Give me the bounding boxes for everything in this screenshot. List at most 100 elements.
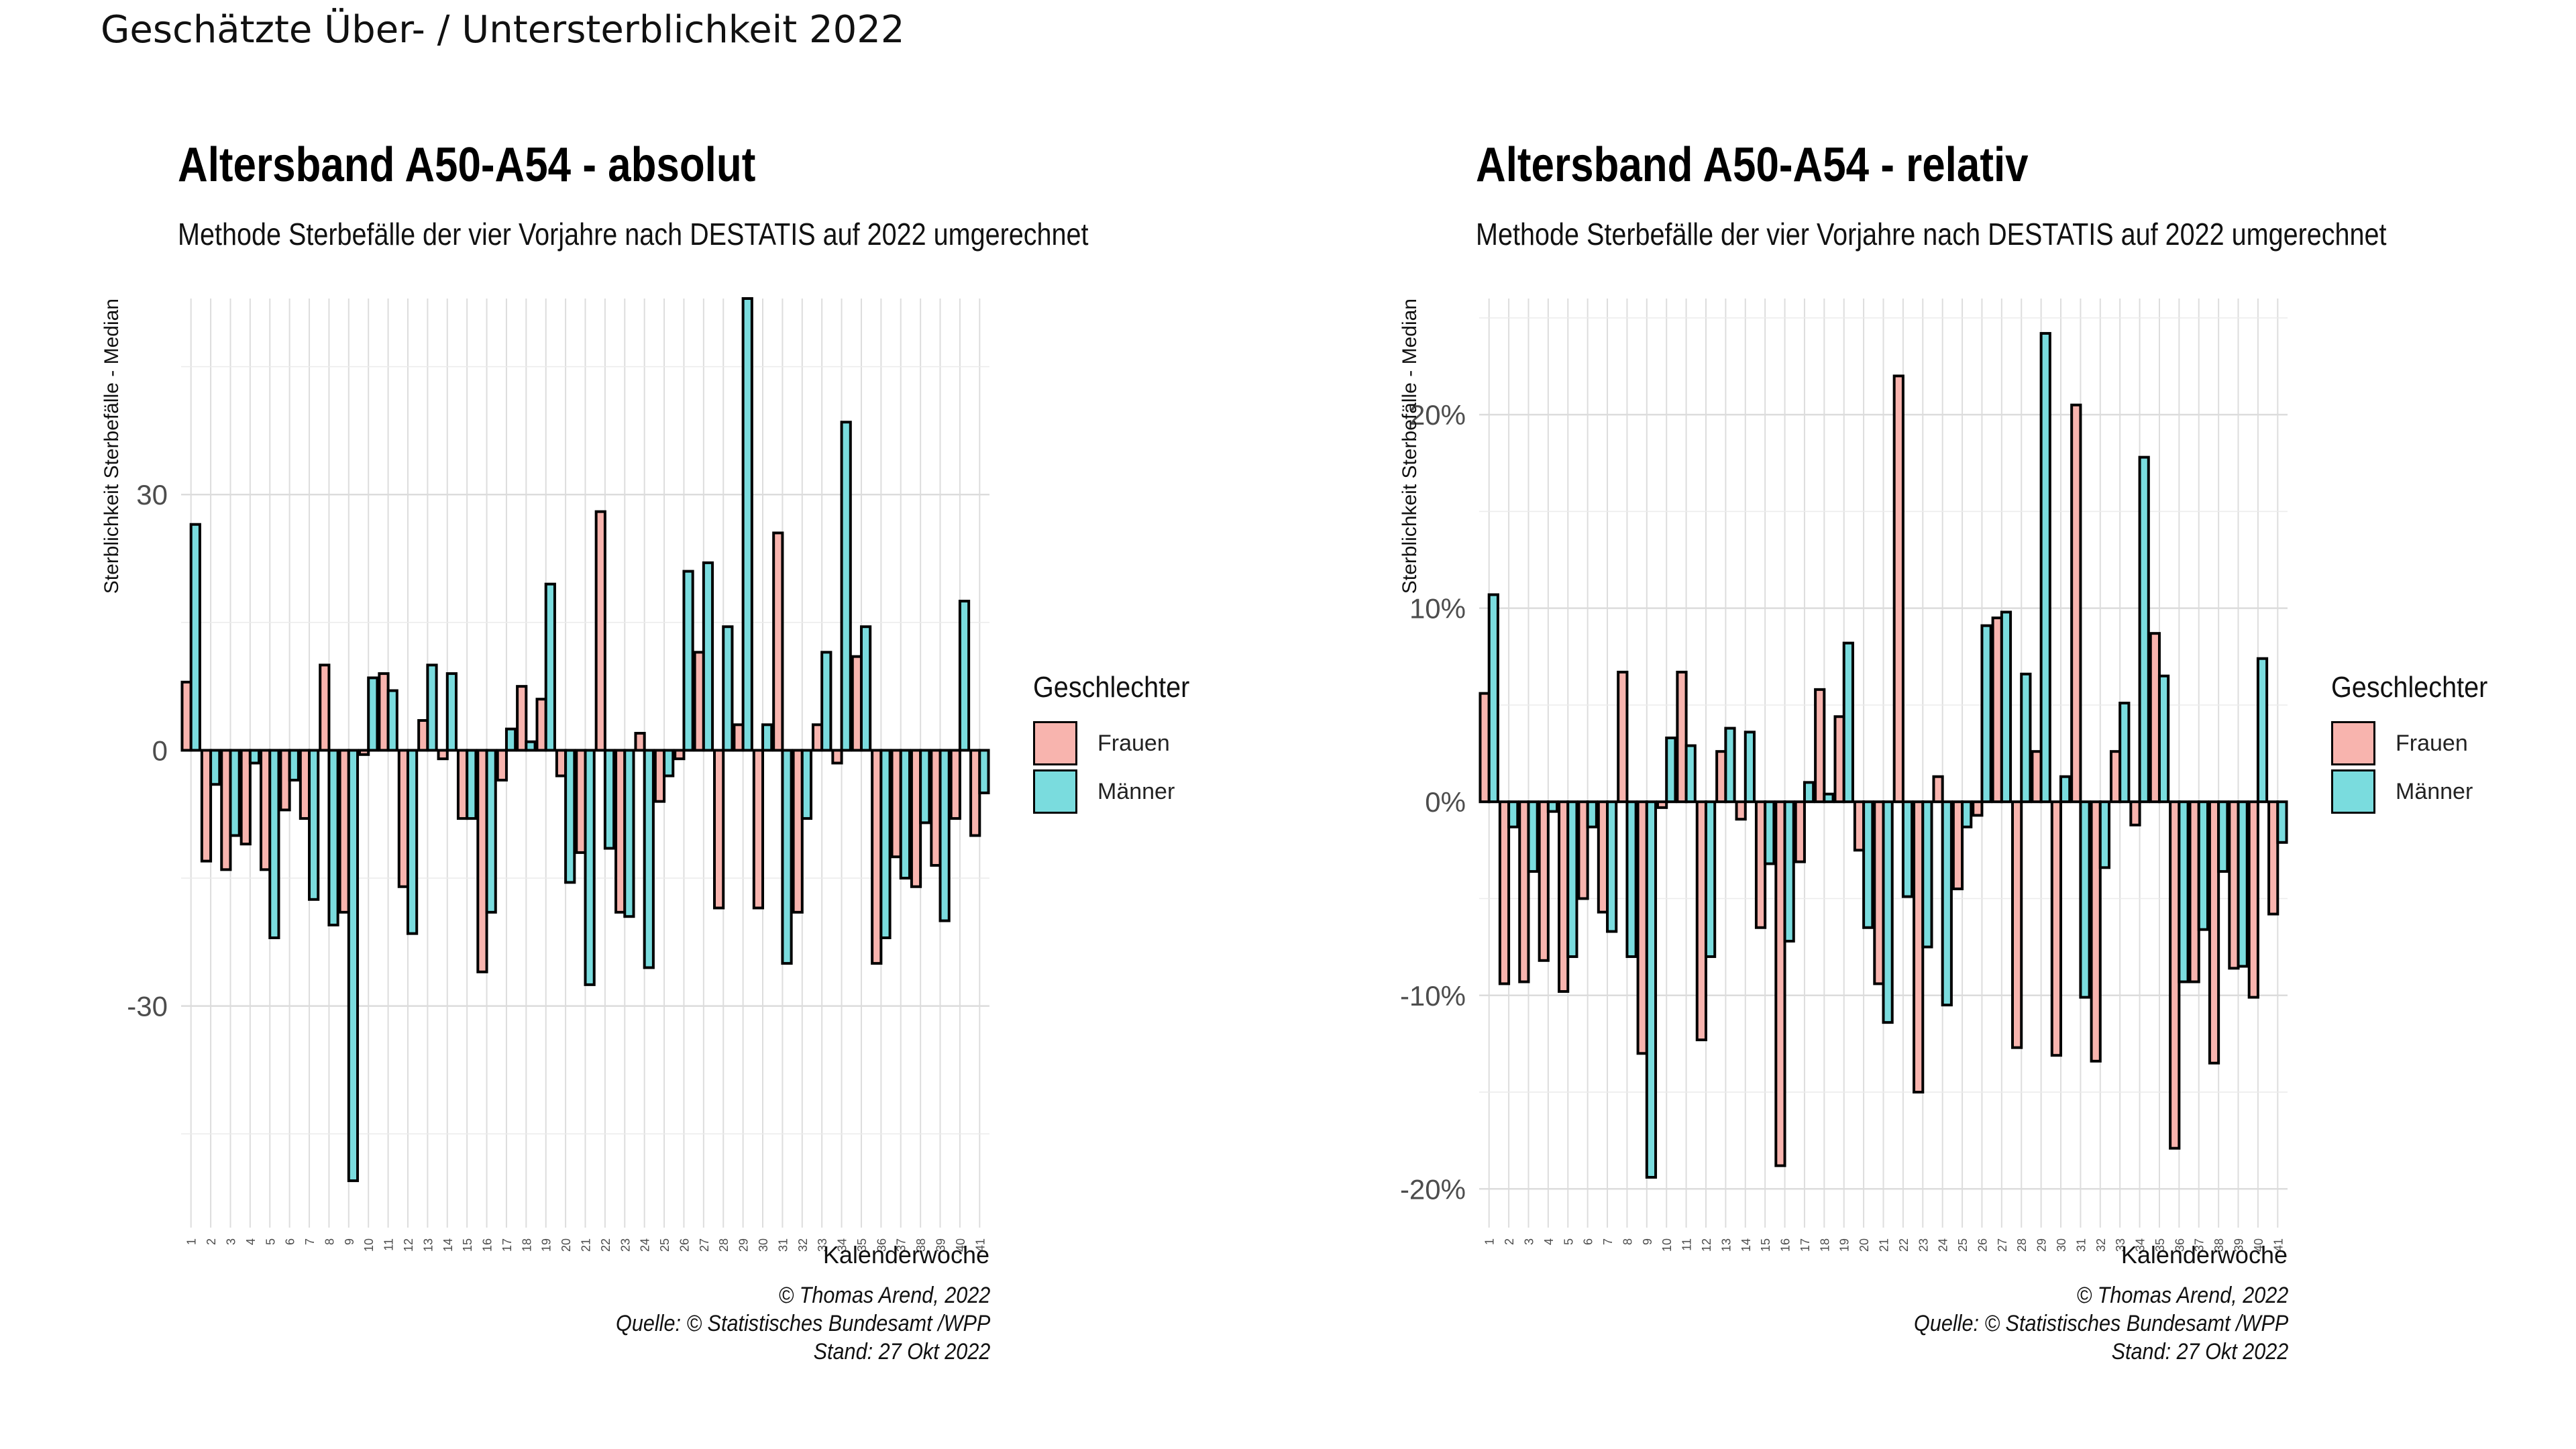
x-tick-label: 35: [2153, 1238, 2167, 1252]
bar-frauen-kw34: [831, 749, 843, 765]
chart-subtitle: Methode Sterbefälle der vier Vorjahre na…: [1476, 217, 2387, 252]
bar-frauen-kw10: [1656, 800, 1668, 809]
x-tick-label: 15: [461, 1238, 474, 1252]
bar-maenner-kw33: [2118, 702, 2131, 804]
bar-maenner-kw13: [426, 663, 438, 752]
x-axis-label: Kalenderwoche: [823, 1241, 989, 1269]
legend-swatch-frauen: [2331, 721, 2375, 765]
chart-subtitle: Methode Sterbefälle der vier Vorjahre na…: [178, 217, 1089, 252]
bar-maenner-kw36: [879, 749, 892, 939]
x-tick-label: 21: [1878, 1238, 1891, 1252]
y-axis-label: Sterblichkeit Sterbefälle - Median: [101, 299, 123, 594]
x-tick-label: 5: [1562, 1238, 1575, 1245]
bar-frauen-kw41: [2267, 800, 2279, 916]
bar-maenner-kw17: [1803, 781, 1815, 804]
x-tick-label: 24: [639, 1238, 652, 1252]
bar-maenner-kw23: [1921, 800, 1933, 949]
x-tick-label: 32: [2094, 1238, 2108, 1252]
x-tick-label: 12: [402, 1238, 415, 1252]
bar-maenner-kw29: [741, 297, 753, 752]
y-tick-label: -30: [127, 991, 168, 1022]
bar-frauen-kw2: [1498, 800, 1511, 985]
bar-maenner-kw24: [1941, 800, 1953, 1007]
bar-maenner-kw10: [367, 676, 379, 752]
bar-maenner-kw20: [564, 749, 576, 884]
bar-maenner-kw35: [859, 625, 872, 752]
bar-maenner-kw9: [1645, 800, 1658, 1179]
x-tick-label: 33: [816, 1238, 829, 1252]
bar-frauen-kw40: [949, 749, 961, 820]
x-tick-label: 8: [323, 1238, 336, 1245]
bar-frauen-kw6: [1577, 800, 1589, 900]
x-tick-label: 30: [2055, 1238, 2068, 1252]
y-tick-label: 0: [152, 735, 168, 766]
bar-maenner-kw31: [2079, 800, 2091, 999]
x-tick-label: 7: [303, 1238, 317, 1245]
bar-maenner-kw12: [406, 749, 419, 935]
x-tick-label: 27: [698, 1238, 711, 1252]
x-tick-label: 15: [1759, 1238, 1772, 1252]
y-tick-label: 10%: [1409, 593, 1466, 625]
bar-maenner-kw28: [722, 625, 734, 752]
bar-maenner-kw39: [2237, 800, 2249, 968]
legend-item-frauen: Frauen: [1033, 719, 1207, 767]
legend-label: Männer: [1097, 778, 1175, 804]
bar-maenner-kw2: [209, 749, 221, 786]
legend-item-maenner: Männer: [2331, 767, 2505, 816]
x-tick-label: 41: [973, 1238, 987, 1252]
bar-frauen-kw31: [2070, 403, 2082, 804]
bar-frauen-kw40: [2247, 800, 2259, 999]
x-tick-label: 2: [1503, 1238, 1516, 1245]
bar-maenner-kw8: [1625, 800, 1638, 959]
bar-maenner-kw27: [2000, 610, 2012, 804]
bar-frauen-kw38: [2208, 800, 2220, 1065]
bar-maenner-kw32: [2098, 800, 2111, 869]
bar-frauen-kw14: [1735, 800, 1747, 821]
x-tick-label: 28: [2015, 1238, 2029, 1252]
legend-item-frauen: Frauen: [2331, 719, 2505, 767]
bar-maenner-kw1: [1487, 593, 1499, 804]
x-tick-label: 21: [580, 1238, 593, 1252]
bar-maenner-kw28: [2020, 672, 2032, 804]
caption-copyright: © Thomas Arend, 2022: [778, 1283, 990, 1308]
x-tick-label: 41: [2271, 1238, 2285, 1252]
bar-maenner-kw26: [682, 570, 694, 752]
bar-maenner-kw12: [1704, 800, 1717, 959]
y-tick-label: -20%: [1400, 1173, 1466, 1205]
bar-maenner-kw7: [308, 749, 320, 901]
x-tick-label: 19: [540, 1238, 553, 1252]
x-tick-label: 1: [1483, 1238, 1497, 1245]
legend: Geschlechter Frauen Männer: [2331, 671, 2505, 816]
bar-maenner-kw9: [347, 749, 360, 1183]
x-tick-label: 11: [382, 1238, 396, 1251]
bar-maenner-kw37: [899, 749, 911, 880]
bar-frauen-kw26: [674, 749, 686, 761]
x-tick-label: 3: [224, 1238, 237, 1245]
x-tick-label: 37: [895, 1238, 908, 1252]
x-tick-label: 38: [914, 1238, 928, 1252]
bar-frauen-kw30: [752, 749, 765, 910]
bar-maenner-kw2: [1507, 800, 1519, 828]
legend-title: Geschlechter: [1033, 671, 1190, 704]
x-tick-label: 26: [1976, 1238, 1989, 1252]
bar-maenner-kw30: [761, 723, 773, 752]
x-tick-label: 13: [1719, 1238, 1733, 1252]
x-tick-label: 2: [205, 1238, 218, 1245]
bar-maenner-kw21: [584, 749, 596, 986]
bar-frauen-kw18: [1814, 688, 1826, 804]
page-title: Geschätzte Über- / Untersterblichkeit 20…: [101, 8, 905, 52]
bar-maenner-kw31: [781, 749, 793, 965]
x-tick-label: 9: [1641, 1238, 1654, 1245]
bar-maenner-kw38: [919, 749, 931, 824]
x-tick-label: 14: [1739, 1238, 1753, 1252]
chart-panel-relative: Altersband A50-A54 - relativ Methode Ste…: [1298, 0, 2576, 1449]
bar-frauen-kw11: [1676, 670, 1688, 804]
bar-maenner-kw14: [445, 672, 458, 752]
bar-maenner-kw4: [248, 749, 261, 765]
x-tick-label: 36: [2173, 1238, 2186, 1252]
bar-maenner-kw1: [189, 523, 201, 752]
bar-maenner-kw27: [702, 561, 714, 752]
x-tick-label: 10: [362, 1238, 376, 1252]
bar-maenner-kw34: [840, 421, 852, 752]
x-tick-label: 7: [1601, 1238, 1615, 1245]
